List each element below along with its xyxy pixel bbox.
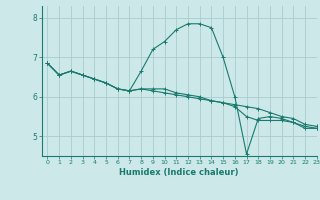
X-axis label: Humidex (Indice chaleur): Humidex (Indice chaleur) xyxy=(119,168,239,177)
